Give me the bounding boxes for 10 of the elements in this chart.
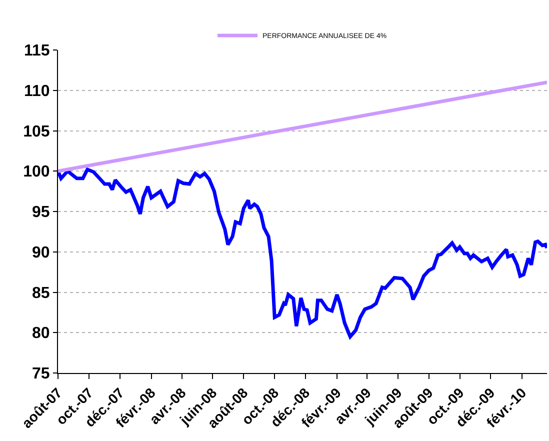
y-tick-label: 100 bbox=[23, 164, 50, 181]
line-series bbox=[58, 168, 547, 338]
y-tick-label: 95 bbox=[32, 204, 50, 222]
y-tick-label: 110 bbox=[24, 82, 50, 100]
y-tick-label: 115 bbox=[24, 42, 50, 60]
y-tick-label: 105 bbox=[23, 123, 50, 140]
y-tick-label: 75 bbox=[32, 366, 50, 383]
y-tick-label: 90 bbox=[32, 244, 50, 262]
y-tick-label: 80 bbox=[32, 325, 50, 342]
y-tick-label: 85 bbox=[32, 284, 50, 302]
